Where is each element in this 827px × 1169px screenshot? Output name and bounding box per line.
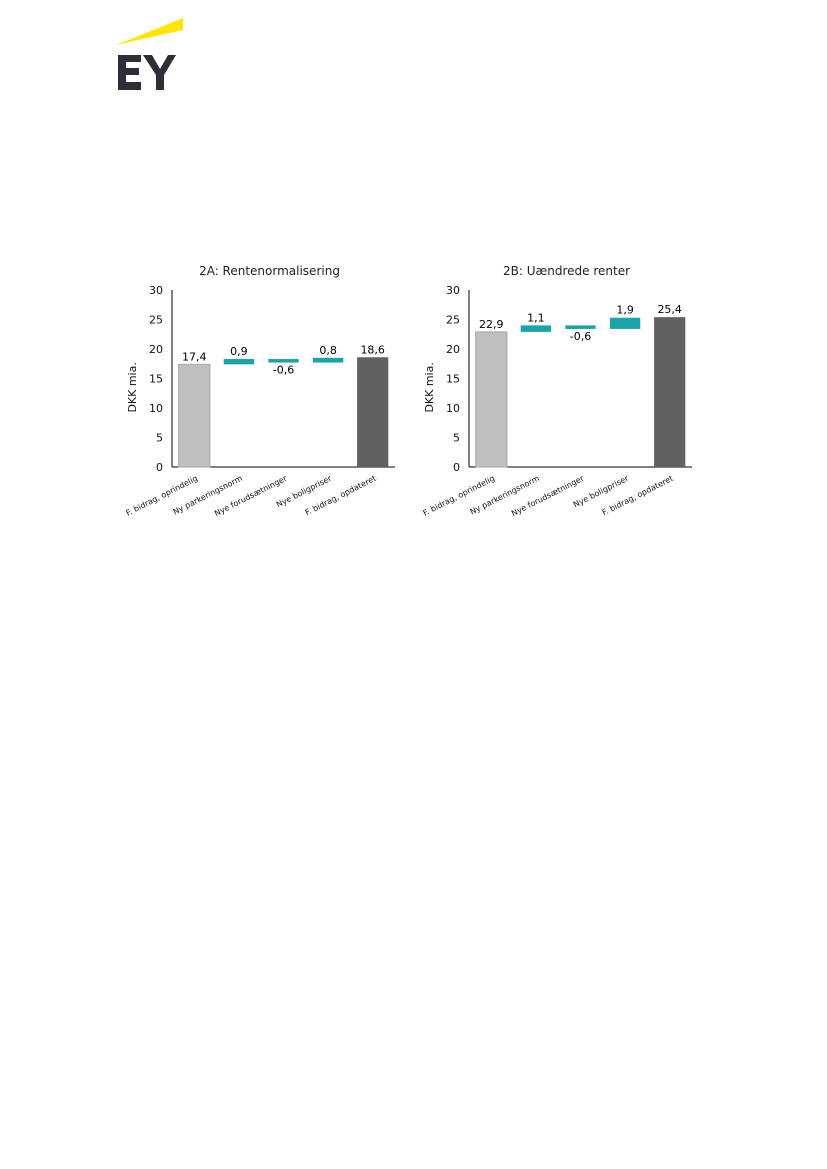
y-tick-label: 10: [149, 402, 163, 415]
y-tick-label: 5: [453, 432, 460, 445]
waterfall-chart-2b: 2B: Uændrede renter DKK mia. 0 5 10 15 20 25 30 2…: [405, 258, 705, 548]
y-tick-label: 20: [446, 343, 460, 356]
chart-title: 2A: Rentenormalisering: [199, 264, 340, 278]
y-axis-label: DKK mia.: [126, 362, 139, 412]
y-tick-label: 20: [149, 343, 163, 356]
chart-svg: 2B: Uændrede renter DKK mia. 0 5 10 15 20 25 30 2…: [422, 264, 692, 518]
category-label-f-bidrag-oprindelig: F. bidrag, oprindelig: [422, 474, 497, 518]
chart-svg: 2A: Rentenormalisering DKK mia. 0 5 10 15 20 25…: [125, 264, 395, 518]
increase-bar: [609, 317, 641, 329]
y-tick-label: 30: [149, 284, 163, 297]
category-label-nye-forudsaetninger: Nye forudsætninger: [213, 473, 289, 518]
y-tick-label: 15: [446, 373, 460, 386]
total-bar: [178, 363, 211, 468]
data-label: -0,6: [273, 364, 294, 377]
data-label: 25,4: [657, 303, 682, 316]
data-label: 1,9: [616, 304, 634, 317]
y-tick-label: 15: [149, 373, 163, 386]
y-tick-label: 0: [156, 461, 163, 474]
data-label: -0,6: [570, 330, 591, 343]
increase-bar: [223, 359, 255, 365]
y-tick-label: 10: [446, 402, 460, 415]
y-tick-label: 25: [149, 314, 163, 327]
category-label-nye-forudsaetninger: Nye forudsætninger: [510, 473, 586, 518]
total-bar: [654, 317, 686, 467]
increase-bar: [312, 357, 344, 363]
ey-logo: [116, 18, 188, 92]
data-label: 1,1: [527, 311, 545, 324]
y-tick-label: 0: [453, 461, 460, 474]
data-label: 0,9: [230, 345, 248, 358]
chart-title: 2B: Uændrede renter: [503, 264, 630, 278]
decrease-bar: [268, 359, 299, 363]
decrease-bar: [565, 325, 596, 329]
y-axis-label: DKK mia.: [423, 362, 436, 412]
increase-bar: [520, 325, 552, 332]
y-tick-label: 25: [446, 314, 460, 327]
data-label: 22,9: [479, 318, 504, 331]
data-label: 17,4: [182, 350, 207, 363]
y-tick-label: 30: [446, 284, 460, 297]
total-bar: [475, 331, 508, 468]
y-tick-label: 5: [156, 432, 163, 445]
data-label: 18,6: [360, 343, 385, 356]
waterfall-chart-2a: 2A: Rentenormalisering DKK mia. 0 5 10 15 20 25…: [108, 258, 408, 548]
category-label-f-bidrag-oprindelig: F. bidrag, oprindelig: [125, 474, 200, 518]
total-bar: [357, 357, 389, 467]
data-label: 0,8: [319, 344, 337, 357]
